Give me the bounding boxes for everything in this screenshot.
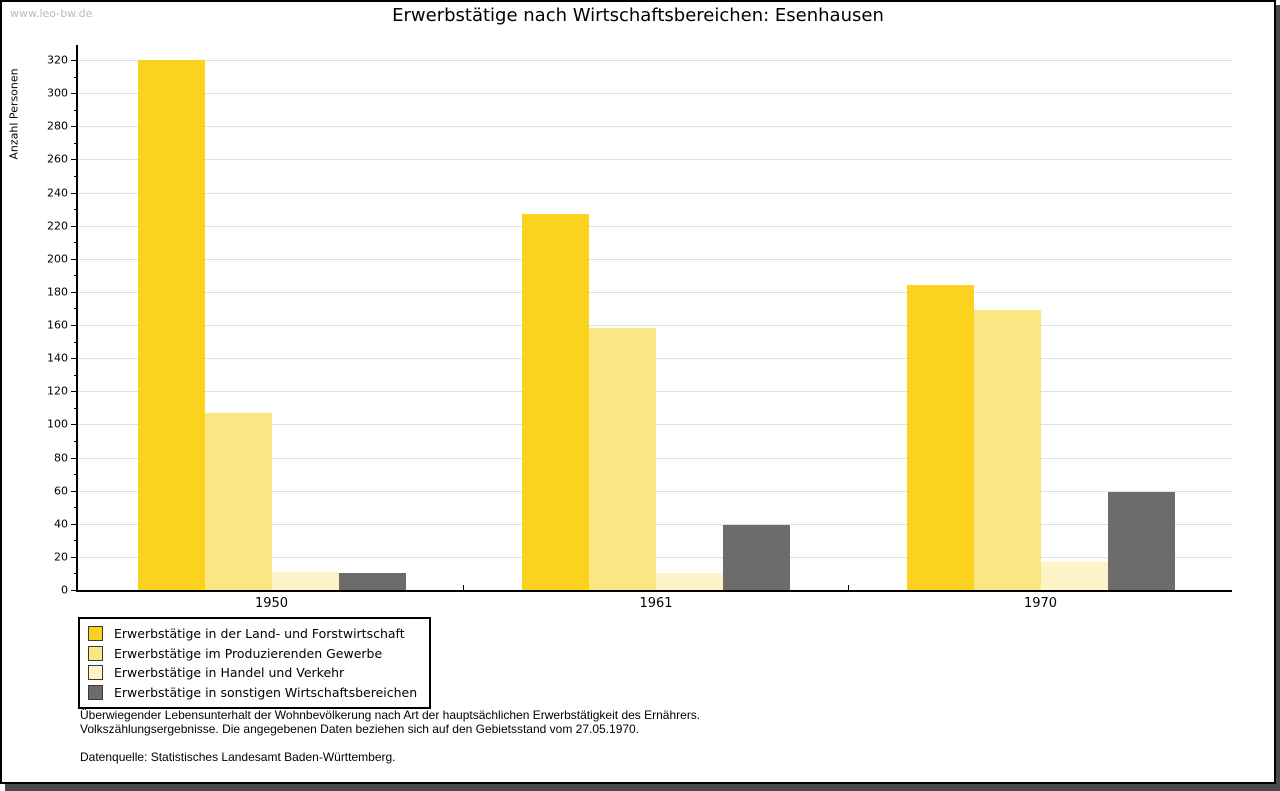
y-axis-line: [76, 45, 78, 592]
x-boundary-tick-1: [847, 585, 849, 590]
legend-swatch-icon: [88, 684, 103, 700]
y-major-tick-100: [71, 424, 78, 426]
legend-item-4: Erwerbstätige in sonstigen Wirtschaftsbe…: [88, 683, 417, 703]
legend-swatch-icon: [88, 665, 103, 681]
bar-1961-series-3: [656, 573, 723, 590]
bar-1970-series-2: [973, 310, 1041, 590]
y-tick-label-240: 240: [47, 186, 68, 199]
data-source-text: Datenquelle: Statistisches Landesamt Bad…: [80, 750, 396, 764]
window-shadow-bottom: [5, 784, 1280, 791]
legend-label: Erwerbstätige in Handel und Verkehr: [114, 665, 345, 681]
x-boundary-tick-0: [463, 585, 464, 590]
y-major-tick-200: [71, 258, 78, 260]
bar-1950-series-3: [271, 571, 339, 590]
y-major-tick-60: [71, 490, 78, 492]
y-major-tick-240: [71, 192, 78, 194]
gridline-240: [78, 192, 1232, 194]
y-tick-label-160: 160: [47, 318, 68, 332]
window-shadow-right: [1276, 5, 1280, 791]
y-tick-label-80: 80: [54, 451, 68, 464]
legend-box: Erwerbstätige in der Land- und Forstwirt…: [78, 617, 432, 709]
y-tick-label-20: 20: [54, 550, 68, 564]
footnote-line-2: Volkszählungsergebnisse. Die angegebenen…: [80, 722, 640, 736]
y-axis-title: Anzahl Personen: [7, 68, 21, 160]
y-tick-label-200: 200: [47, 252, 68, 266]
y-tick-label-300: 300: [47, 86, 68, 100]
bar-1950-series-1: [137, 60, 205, 590]
y-tick-label-40: 40: [54, 517, 68, 531]
gridline-180: [78, 291, 1232, 293]
y-tick-label-320: 320: [47, 53, 68, 67]
x-axis-line: [76, 590, 1232, 592]
bar-1961-series-2: [589, 328, 656, 590]
y-tick-label-180: 180: [47, 285, 68, 299]
bar-1950-series-4: [338, 573, 406, 590]
y-major-tick-40: [71, 523, 78, 525]
y-major-tick-320: [71, 60, 78, 61]
bar-1961-series-4: [723, 525, 790, 590]
y-tick-label-0: 0: [61, 583, 68, 597]
y-major-tick-260: [71, 159, 78, 161]
bar-1961-series-1: [522, 214, 589, 590]
bar-1970-series-4: [1107, 492, 1175, 590]
footnote-text: Überwiegender Lebensunterhalt der Wohnbe…: [80, 708, 700, 736]
gridline-220: [78, 225, 1232, 227]
y-major-tick-280: [71, 126, 78, 128]
y-tick-label-220: 220: [47, 219, 68, 233]
y-tick-label-260: 260: [47, 152, 68, 166]
gridline-200: [78, 258, 1232, 260]
x-category-label-1950: 1950: [254, 596, 289, 611]
y-tick-label-100: 100: [47, 417, 68, 431]
bar-1970-series-1: [906, 285, 974, 590]
legend-swatch-icon: [88, 626, 103, 642]
watermark-leo-bw: www.leo-bw.de: [10, 7, 93, 20]
legend-label: Erwerbstätige im Produzierenden Gewerbe: [114, 645, 383, 661]
legend-label: Erwerbstätige in sonstigen Wirtschaftsbe…: [114, 684, 418, 700]
gridline-160: [78, 325, 1232, 326]
gridline-320: [78, 60, 1232, 61]
y-major-tick-20: [71, 556, 78, 558]
y-major-tick-0: [71, 590, 78, 591]
y-major-tick-80: [71, 457, 78, 459]
gridline-300: [78, 93, 1232, 95]
x-category-label-1961: 1961: [639, 596, 673, 611]
y-major-tick-140: [71, 358, 78, 360]
gridline-260: [78, 159, 1232, 161]
legend-item-1: Erwerbstätige in der Land- und Forstwirt…: [88, 624, 417, 644]
y-tick-label-60: 60: [54, 484, 68, 498]
legend-item-2: Erwerbstätige im Produzierenden Gewerbe: [88, 644, 417, 664]
gridline-280: [78, 126, 1232, 128]
y-major-tick-180: [71, 291, 78, 293]
legend-label: Erwerbstätige in der Land- und Forstwirt…: [114, 626, 405, 642]
y-major-tick-300: [71, 93, 78, 95]
footnote-line-1: Überwiegender Lebensunterhalt der Wohnbe…: [80, 708, 701, 722]
y-tick-label-280: 280: [47, 119, 68, 133]
x-category-label-1970: 1970: [1023, 596, 1058, 611]
legend-swatch-icon: [88, 645, 103, 661]
y-major-tick-160: [71, 325, 78, 326]
bar-1970-series-3: [1040, 561, 1108, 590]
chart-title: Erwerbstätige nach Wirtschaftsbereichen:…: [392, 5, 884, 26]
y-tick-label-120: 120: [47, 384, 68, 398]
legend-item-3: Erwerbstätige in Handel und Verkehr: [88, 663, 417, 683]
bar-1950-series-2: [204, 412, 272, 590]
y-tick-label-140: 140: [47, 351, 68, 365]
y-major-tick-120: [71, 391, 78, 393]
y-major-tick-220: [71, 225, 78, 227]
